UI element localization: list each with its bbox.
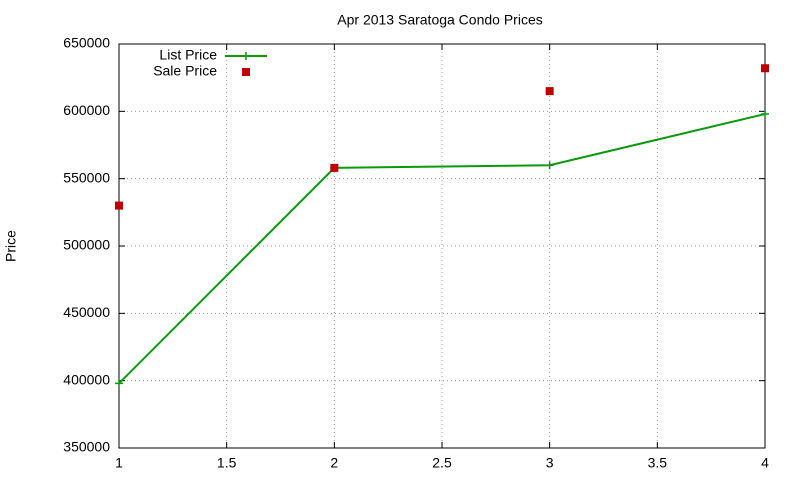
y-tick-label: 400000 [63,371,110,387]
x-tick-label: 1 [115,455,123,471]
chart-title: Apr 2013 Saratoga Condo Prices [337,12,542,28]
series-line [118,113,766,385]
x-tick-label: 4 [761,455,769,471]
legend-marker [242,52,250,60]
data-point [545,161,554,170]
data-point [545,87,554,96]
legend-marker [242,68,250,76]
y-tick-label: 500000 [63,237,110,253]
legend-label: List Price [159,47,217,63]
y-tick-label: 450000 [63,304,110,320]
data-point [115,379,123,388]
y-tick-label: 600000 [63,102,110,118]
plot-frame [118,43,766,449]
y-axis-label: Price [3,230,19,262]
data-point [761,64,769,73]
x-tick-label: 2.5 [432,455,452,471]
y-tick-label: 550000 [63,169,110,185]
data-point [761,110,769,119]
x-tick-label: 3.5 [648,455,668,471]
legend-label: Sale Price [153,63,217,79]
x-tick-label: 1.5 [217,455,237,471]
data-point [115,201,123,210]
x-tick-label: 2 [330,455,338,471]
y-tick-label: 350000 [63,439,110,455]
y-tick-label: 650000 [63,35,110,51]
data-point [330,163,339,172]
x-tick-label: 3 [546,455,554,471]
